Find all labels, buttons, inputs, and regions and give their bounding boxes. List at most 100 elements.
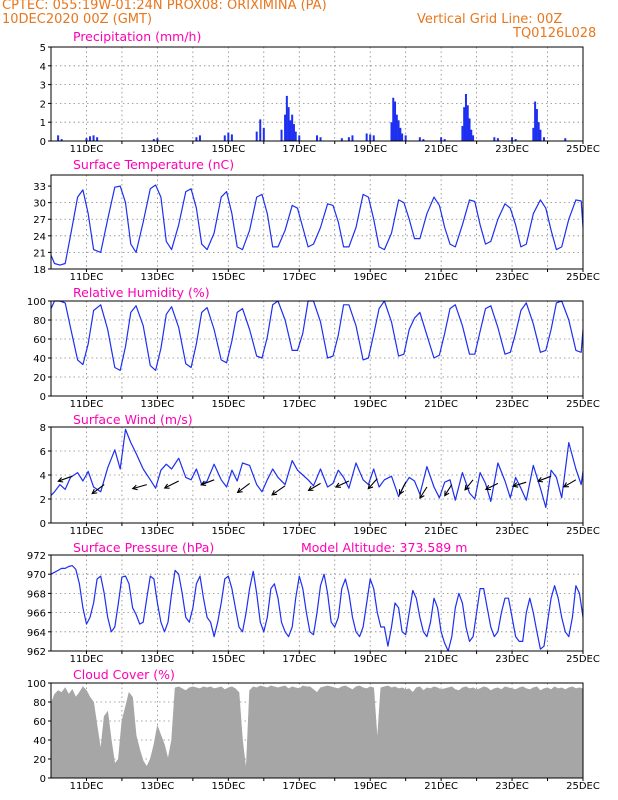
wind-arrow — [132, 484, 147, 490]
wind-arrow — [367, 478, 378, 489]
wind-arrow — [335, 480, 350, 488]
precip-bar — [287, 107, 290, 141]
wind-arrow — [308, 482, 321, 491]
x-tick-label: 23DEC — [495, 272, 529, 283]
x-tick-label: 15DEC — [211, 781, 245, 792]
precip-bar — [280, 129, 283, 141]
y-tick-label: 20 — [33, 373, 46, 384]
x-tick-label: 11DEC — [70, 272, 104, 283]
precip-bar — [418, 137, 421, 141]
precip-bar — [292, 124, 295, 141]
precip-bar — [472, 135, 475, 141]
y-tick-label: 970 — [27, 570, 46, 581]
precip-bar — [422, 139, 425, 141]
panel-temp: 18 21 24 27 30 33 11DEC 13DEC 15DEC 17DEC 19DEC 21D… — [33, 157, 600, 283]
panel-precip: 0 1 2 3 4 5 11DEC 13DEC 15DEC 17DEC 19DEC 21DEC 23DE… — [40, 29, 600, 155]
precip-bar — [394, 101, 397, 141]
precip-bar — [230, 134, 233, 141]
wind-arrow — [464, 479, 474, 491]
y-tick-label: 40 — [33, 354, 46, 365]
precip-bar — [468, 118, 471, 141]
precip-bar — [351, 135, 354, 141]
x-tick-label: 25DEC — [566, 399, 600, 410]
y-tick-label: 21 — [33, 248, 46, 259]
wind-arrow-head — [419, 492, 425, 499]
precip-bar — [470, 129, 473, 141]
x-tick-label: 11DEC — [70, 526, 104, 537]
precip-bar — [535, 109, 538, 141]
x-tick-label: 17DEC — [282, 526, 316, 537]
wind-arrow — [419, 486, 428, 499]
y-tick-label: 4 — [40, 471, 46, 482]
precip-bar — [461, 125, 464, 141]
wind-arrow — [91, 484, 105, 495]
plot-frame — [50, 554, 584, 652]
precip-bar — [496, 138, 499, 141]
panel-pres: 962 964 966 968 970 972 11DEC 13DEC 15DEC 17DEC 19… — [27, 540, 600, 665]
wind-arrow-head — [200, 480, 207, 487]
chart-note: Model Altitude: 373.589 m — [301, 540, 467, 555]
plot-frame — [50, 682, 584, 779]
y-tick-label: 8 — [40, 423, 46, 434]
x-tick-label: 21DEC — [424, 526, 458, 537]
x-tick-label: 23DEC — [495, 144, 529, 155]
y-tick-label: 100 — [27, 679, 46, 690]
x-tick-label: 25DEC — [566, 526, 600, 537]
x-tick-label: 23DEC — [495, 654, 529, 665]
x-tick-label: 11DEC — [70, 144, 104, 155]
y-tick-label: 40 — [33, 736, 46, 747]
x-tick-label: 11DEC — [70, 399, 104, 410]
header-grid-note: Vertical Grid Line: 00Z — [417, 12, 563, 27]
y-tick-label: 5 — [40, 43, 46, 54]
chart-title: Relative Humidity (%) — [73, 285, 210, 300]
wind-arrow-head — [367, 483, 374, 490]
x-tick-label: 23DEC — [495, 526, 529, 537]
chart-title: Surface Temperature (nC) — [73, 157, 234, 172]
y-tick-label: 4 — [40, 62, 46, 73]
x-tick-label: 13DEC — [141, 399, 175, 410]
header-station: CPTEC: 055:19W-01:24N PROX08: ORIXIMINA … — [2, 0, 327, 13]
wind-arrow — [485, 482, 499, 490]
x-tick-label: 19DEC — [353, 399, 387, 410]
precip-bar — [440, 137, 443, 141]
wind-arrow-head — [307, 485, 314, 491]
pres-series-line — [50, 565, 584, 652]
x-tick-label: 19DEC — [353, 654, 387, 665]
precip-bar — [316, 135, 318, 141]
x-tick-label: 13DEC — [141, 144, 175, 155]
precip-bar — [404, 135, 407, 141]
x-tick-label: 19DEC — [353, 781, 387, 792]
x-tick-label: 23DEC — [495, 399, 529, 410]
wind-arrow — [237, 482, 250, 493]
wind-arrow — [444, 484, 453, 496]
x-tick-label: 11DEC — [70, 654, 104, 665]
wind-arrow-head — [334, 482, 341, 488]
x-tick-label: 25DEC — [566, 144, 600, 155]
x-tick-label: 17DEC — [282, 654, 316, 665]
header-code: TQ0126L028 — [513, 26, 597, 41]
precip-bar — [347, 137, 350, 141]
precip-bar — [365, 133, 368, 141]
chart-title: Precipitation (mm/h) — [73, 29, 201, 44]
x-tick-label: 19DEC — [353, 526, 387, 537]
wind-arrow-head — [131, 484, 138, 491]
x-tick-label: 21DEC — [424, 144, 458, 155]
wind-series-line — [50, 428, 584, 508]
rh-series-line — [50, 300, 584, 371]
wind-arrow — [513, 481, 527, 487]
precip-bar — [85, 138, 88, 141]
y-tick-label: 6 — [40, 447, 46, 458]
y-tick-label: 60 — [33, 335, 46, 346]
precip-bar — [227, 132, 230, 141]
precip-bar — [152, 139, 155, 141]
precip-bar — [464, 94, 467, 141]
chart-title: Cloud Cover (%) — [73, 667, 175, 682]
x-tick-label: 17DEC — [282, 399, 316, 410]
y-tick-label: 20 — [33, 755, 46, 766]
plot-frame — [50, 46, 584, 142]
x-tick-label: 25DEC — [566, 654, 600, 665]
wind-arrow-head — [91, 488, 98, 495]
x-tick-label: 21DEC — [424, 272, 458, 283]
x-tick-label: 13DEC — [141, 272, 175, 283]
